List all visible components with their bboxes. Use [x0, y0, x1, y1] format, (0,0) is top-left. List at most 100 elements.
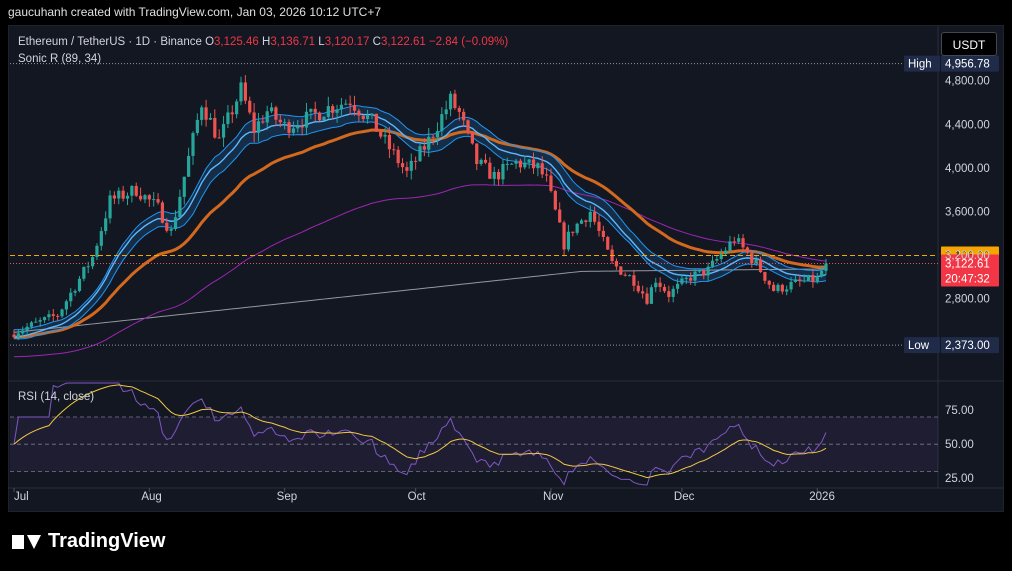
candle — [278, 114, 282, 128]
candle-body — [383, 134, 387, 137]
candle-body — [160, 202, 165, 223]
candle — [562, 220, 566, 257]
candle-body — [322, 116, 326, 121]
candle — [566, 224, 571, 252]
candle — [693, 268, 697, 286]
candle — [370, 113, 374, 120]
close-value: 3,122.61 — [380, 36, 426, 48]
candle-body — [400, 163, 405, 168]
candle-body — [806, 275, 811, 281]
candle-body — [488, 162, 492, 179]
candle-body — [29, 322, 34, 327]
candle — [636, 280, 640, 294]
candle — [632, 269, 636, 292]
candle — [173, 210, 178, 231]
candle — [466, 119, 470, 135]
candle-body — [143, 195, 147, 200]
candle-body — [658, 282, 662, 287]
candle — [21, 326, 25, 338]
candle — [387, 127, 392, 159]
candle — [374, 113, 378, 132]
candle — [453, 89, 457, 110]
candle — [392, 143, 396, 155]
candle — [82, 266, 86, 282]
candle — [383, 127, 387, 144]
price-tick-label: 4,000.00 — [945, 163, 990, 175]
rsi-tick-label: 50.00 — [945, 439, 974, 451]
candle — [649, 284, 653, 305]
candle — [239, 76, 243, 106]
candle-body — [440, 114, 444, 132]
candle-body — [715, 258, 719, 261]
candle-body — [593, 211, 597, 222]
candle — [435, 122, 440, 146]
chart-frame — [8, 25, 1004, 512]
candle — [772, 281, 776, 292]
candle — [248, 96, 252, 115]
candle-body — [780, 284, 784, 292]
low-marker-value: 2,373.00 — [941, 337, 999, 354]
candle — [12, 329, 16, 339]
candle-body — [178, 196, 182, 218]
indicator-legend[interactable]: Sonic R (89, 34) — [18, 53, 102, 65]
candle — [531, 152, 536, 174]
candle — [73, 289, 77, 297]
price-tick-label: 4,800.00 — [945, 76, 990, 88]
candle — [130, 185, 134, 203]
candle — [501, 159, 505, 185]
candle-body — [38, 320, 42, 322]
ma-grey-line — [13, 268, 827, 333]
candle — [134, 182, 138, 198]
candle — [689, 272, 693, 285]
candle-body — [165, 222, 169, 231]
rsi-legend[interactable]: RSI (14, close) — [18, 391, 95, 403]
candle-body — [483, 159, 488, 163]
candle-body — [256, 121, 261, 133]
candle — [789, 276, 793, 293]
candle-body — [414, 160, 418, 162]
candle-body — [313, 108, 317, 113]
candle-body — [200, 107, 204, 120]
candle-body — [820, 270, 824, 277]
candle-body — [12, 334, 16, 338]
candle-body — [300, 126, 304, 128]
candle — [121, 185, 125, 202]
candle-body — [82, 266, 86, 279]
candle — [143, 194, 147, 204]
candle — [558, 202, 562, 223]
price-tick-label: 2,800.00 — [945, 294, 990, 306]
candle-body — [462, 111, 466, 121]
time-tick-label: Jul — [14, 491, 29, 503]
candle-body — [754, 259, 758, 264]
candle-body — [217, 137, 221, 139]
candle-body — [60, 309, 64, 317]
candle-body — [584, 220, 588, 222]
candle-body — [588, 211, 592, 222]
candle — [160, 200, 165, 224]
candle — [680, 274, 684, 286]
candle-body — [632, 275, 636, 286]
candle-body — [191, 133, 195, 156]
last-price-bg — [941, 254, 999, 287]
candle-body — [357, 110, 361, 116]
candle-body — [56, 315, 60, 317]
rsi-pane — [10, 382, 938, 486]
candle-body — [422, 146, 426, 150]
candle — [654, 277, 658, 293]
candle-body — [431, 136, 435, 138]
candle-body — [344, 103, 348, 105]
currency-button[interactable]: USDT — [941, 32, 997, 56]
candle — [77, 276, 82, 293]
candle — [187, 147, 191, 177]
candle-body — [112, 195, 117, 199]
candle-body — [374, 113, 378, 132]
candle-body — [304, 111, 309, 128]
candle — [488, 157, 492, 179]
candle — [56, 313, 60, 322]
candle-body — [536, 163, 540, 169]
candle-body — [387, 134, 392, 150]
candle — [540, 156, 544, 179]
time-tick-label: Dec — [674, 491, 695, 503]
candle — [69, 288, 73, 307]
